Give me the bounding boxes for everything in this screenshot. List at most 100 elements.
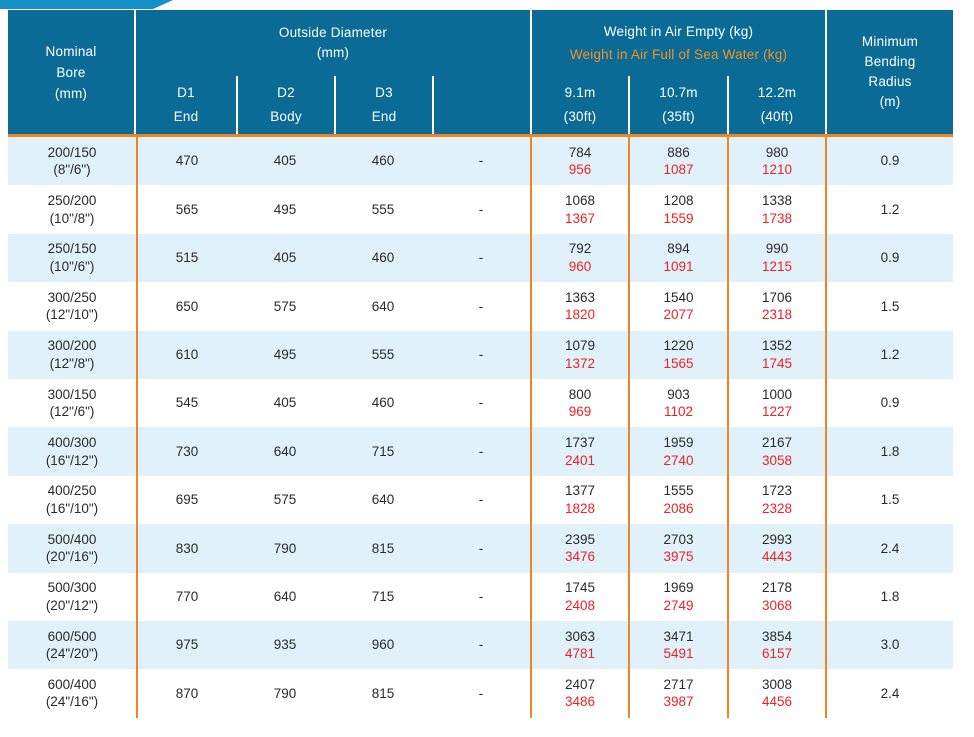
- header-nominal-bore-line2: Bore: [56, 64, 86, 80]
- d2-value: 405: [273, 395, 297, 411]
- weight-full-10-7m: 3987: [663, 694, 694, 710]
- bore-size-inches: (12"/8"): [49, 355, 95, 371]
- cell-weight-10-7m: 1208 1559: [628, 185, 727, 234]
- d3-value: 460: [371, 153, 395, 169]
- header-d2-id: D2: [277, 85, 295, 100]
- d4-dash-value: -: [478, 685, 484, 701]
- weight-empty-10-7m: 1220: [663, 338, 694, 354]
- table-row: 200/150 (8"/6") 470 405 460 - 784 956 88…: [8, 137, 953, 186]
- bending-radius-value: 0.9: [880, 153, 900, 169]
- weight-full-10-7m: 1091: [663, 258, 694, 274]
- cell-bending-radius: 1.2: [825, 185, 953, 234]
- weight-empty-10-7m: 3471: [663, 628, 694, 644]
- weight-empty-12-2m: 1706: [761, 289, 793, 305]
- bending-radius-value: 1.5: [880, 492, 900, 508]
- weight-empty-12-2m: 2993: [761, 531, 793, 547]
- cell-nominal-bore: 600/400 (24"/16"): [8, 669, 136, 717]
- weight-full-9-1m: 960: [568, 258, 592, 274]
- bending-radius-value: 1.2: [880, 201, 900, 217]
- d2-value: 790: [273, 540, 297, 556]
- weight-empty-12-2m: 1000: [761, 386, 793, 402]
- d1-value: 610: [175, 347, 199, 362]
- cell-d3-end: 640: [334, 476, 432, 524]
- cell-d1-end: 830: [136, 524, 236, 573]
- weight-empty-9-1m: 792: [568, 241, 592, 257]
- d2-value: 575: [273, 492, 297, 508]
- weight-full-10-7m: 2077: [663, 307, 694, 323]
- weight-empty-10-7m: 886: [667, 144, 690, 160]
- cell-d1-end: 515: [136, 233, 236, 283]
- header-d3-id: D3: [375, 85, 393, 100]
- cell-bending-radius: 1.2: [825, 330, 953, 379]
- weight-full-12-2m: 1738: [761, 210, 793, 226]
- d3-value: 640: [371, 492, 395, 508]
- cell-weight-9-1m: 1079 1372: [530, 330, 628, 379]
- bending-radius-value: 0.9: [880, 395, 900, 411]
- header-weight-group: Weight in Air Empty (kg) Weight in Air F…: [530, 10, 825, 76]
- cell-d1-end: 730: [136, 427, 236, 476]
- cell-bending-radius: 1.8: [825, 427, 953, 476]
- weight-full-12-2m: 2318: [761, 307, 793, 323]
- cell-d4-dash: -: [432, 185, 530, 233]
- header-d1-part: End: [173, 109, 199, 124]
- header-length-12-2m: 12.2m: [757, 85, 797, 100]
- cell-d4-dash: -: [432, 621, 530, 669]
- cell-weight-12-2m: 1723 2328: [727, 475, 825, 525]
- header-subcol-12-2m: 12.2m (40ft): [727, 76, 825, 134]
- weight-full-9-1m: 956: [568, 162, 592, 178]
- weight-empty-9-1m: 1079: [564, 338, 596, 354]
- weight-empty-12-2m: 1338: [761, 193, 793, 209]
- cell-weight-10-7m: 1540 2077: [628, 282, 727, 331]
- cell-bending-radius: 2.4: [825, 524, 953, 573]
- cell-nominal-bore: 400/250 (16"/10"): [8, 476, 136, 524]
- header-subcol-d2: D2 Body: [236, 76, 334, 134]
- weight-full-9-1m: 1372: [564, 355, 596, 371]
- weight-full-9-1m: 3486: [564, 694, 596, 710]
- table-row: 300/250 (12"/10") 650 575 640 - 1363 182…: [8, 282, 953, 331]
- weight-empty-9-1m: 784: [568, 144, 592, 160]
- cell-bending-radius: 2.4: [825, 669, 953, 718]
- table-row: 500/400 (20"/16") 830 790 815 - 2395 347…: [8, 524, 953, 573]
- cell-bending-radius: 0.9: [825, 378, 953, 428]
- d3-value: 715: [371, 443, 395, 459]
- cell-d4-dash: -: [432, 524, 530, 572]
- cell-weight-10-7m: 894 1091: [628, 233, 727, 283]
- bore-size-inches: (16"/12"): [45, 452, 99, 468]
- weight-empty-10-7m: 1208: [663, 193, 694, 209]
- d3-value: 960: [371, 637, 395, 653]
- cell-d2-body: 405: [236, 234, 334, 282]
- header-d2-part: Body: [270, 109, 302, 124]
- table-row: 250/150 (10"/6") 515 405 460 - 792 960 8…: [8, 233, 953, 283]
- cell-weight-9-1m: 2395 3476: [530, 524, 628, 573]
- cell-d3-end: 640: [334, 282, 432, 330]
- cell-d4-dash: -: [432, 427, 530, 475]
- d4-dash-value: -: [478, 492, 484, 508]
- header-weight-full-title: Weight in Air Full of Sea Water (kg): [569, 47, 788, 62]
- bore-size-mm: 300/250: [47, 289, 97, 305]
- header-outside-diameter-group: Outside Diameter (mm): [136, 10, 530, 76]
- weight-full-12-2m: 3058: [761, 452, 793, 468]
- d3-value: 555: [371, 201, 395, 217]
- weight-full-9-1m: 3476: [564, 549, 596, 565]
- bore-size-inches: (12"/10"): [45, 307, 99, 323]
- d2-value: 495: [273, 201, 297, 217]
- bore-size-inches: (24"/20"): [45, 646, 99, 662]
- header-feet-35ft: (35ft): [662, 109, 695, 124]
- cell-d3-end: 815: [334, 524, 432, 572]
- d2-value: 575: [273, 298, 297, 314]
- cell-weight-9-1m: 1363 1820: [530, 282, 628, 331]
- weight-empty-9-1m: 3063: [564, 628, 596, 644]
- d1-value: 975: [175, 637, 199, 653]
- cell-nominal-bore: 500/300 (20"/12"): [8, 573, 136, 621]
- weight-full-9-1m: 4781: [564, 646, 596, 662]
- d4-dash-value: -: [478, 298, 484, 314]
- cell-d1-end: 650: [136, 282, 236, 331]
- cell-d4-dash: -: [432, 379, 530, 427]
- cell-weight-10-7m: 2717 3987: [628, 669, 727, 718]
- header-outside-diameter-title: Outside Diameter: [278, 25, 388, 40]
- weight-empty-10-7m: 894: [667, 241, 690, 257]
- table-row: 300/200 (12"/8") 610 495 555 - 1079 1372…: [8, 330, 953, 379]
- cell-weight-12-2m: 980 1210: [727, 137, 825, 186]
- header-length-10-7m: 10.7m: [659, 85, 698, 100]
- cell-d1-end: 565: [136, 185, 236, 234]
